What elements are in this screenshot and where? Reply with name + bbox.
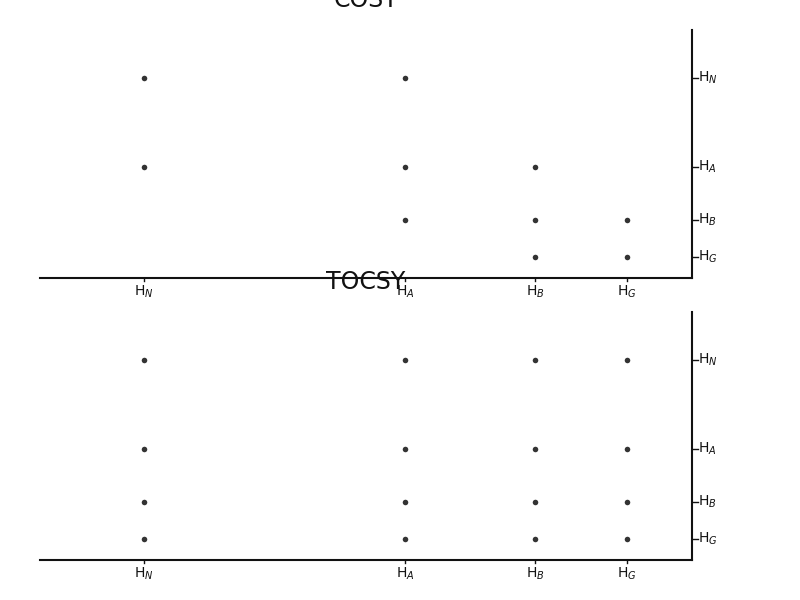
Text: H$_N$: H$_N$ xyxy=(698,352,718,368)
Text: H$_B$: H$_B$ xyxy=(526,283,545,300)
Text: H$_A$: H$_A$ xyxy=(698,441,717,457)
Text: H$_B$: H$_B$ xyxy=(698,212,717,228)
Text: H$_G$: H$_G$ xyxy=(617,565,637,582)
Text: H$_G$: H$_G$ xyxy=(698,531,718,547)
Text: H$_N$: H$_N$ xyxy=(134,283,154,300)
Text: H$_N$: H$_N$ xyxy=(698,70,718,86)
Text: H$_A$: H$_A$ xyxy=(396,565,414,582)
Text: H$_N$: H$_N$ xyxy=(134,565,154,582)
Text: H$_G$: H$_G$ xyxy=(698,249,718,265)
Text: H$_A$: H$_A$ xyxy=(698,159,717,175)
Text: H$_A$: H$_A$ xyxy=(396,283,414,300)
Text: H$_B$: H$_B$ xyxy=(526,565,545,582)
Text: TOCSY: TOCSY xyxy=(326,269,406,293)
Text: COSY: COSY xyxy=(334,0,398,11)
Text: H$_G$: H$_G$ xyxy=(617,283,637,300)
Text: H$_B$: H$_B$ xyxy=(698,494,717,510)
